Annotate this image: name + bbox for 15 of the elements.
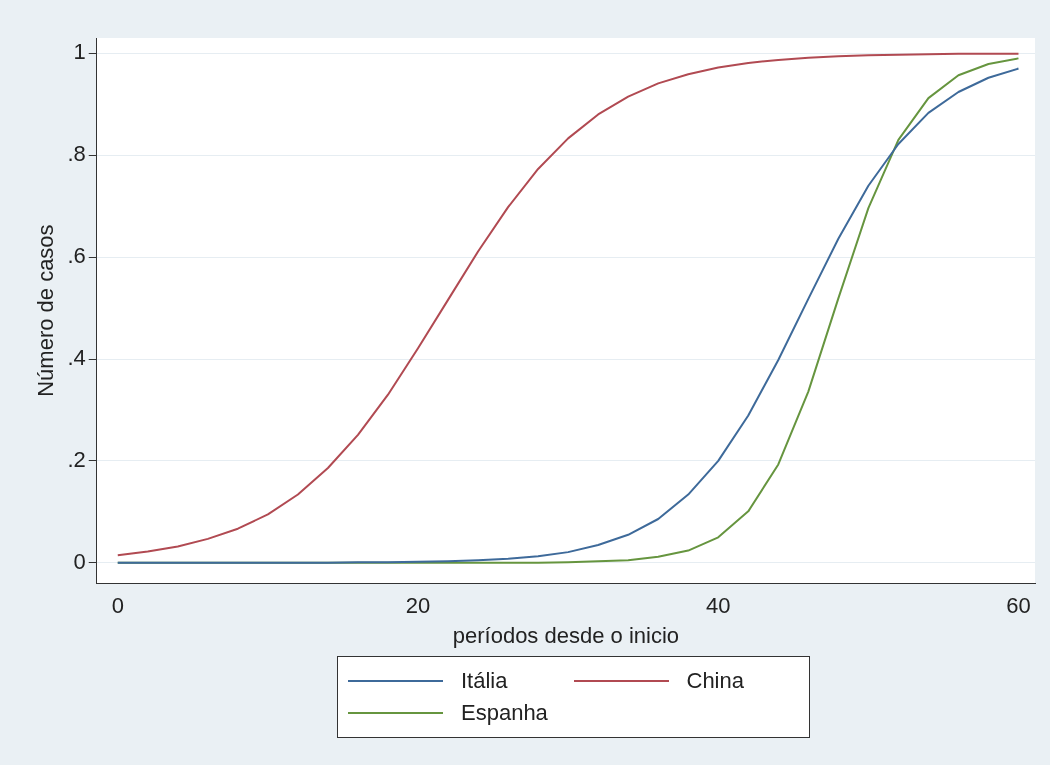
- x-tick-label: 20: [405, 593, 431, 619]
- y-tick-label: 1: [73, 39, 86, 65]
- x-axis-title: períodos desde o inicio: [452, 622, 680, 648]
- y-tick-label: .8: [67, 141, 86, 167]
- legend-label: China: [686, 668, 744, 694]
- x-tick-label: 40: [706, 593, 731, 619]
- legend-label: Espanha: [461, 700, 548, 726]
- y-tick-label: 0: [73, 548, 86, 574]
- legend-label: Itália: [461, 668, 508, 694]
- x-tick-label: 0: [111, 593, 124, 619]
- y-tick-label: .2: [67, 446, 86, 472]
- y-axis-title: Número de casos: [33, 224, 59, 397]
- x-tick-label: 60: [1006, 593, 1031, 619]
- y-tick-label: .4: [67, 345, 86, 371]
- y-tick-label: .6: [67, 243, 86, 269]
